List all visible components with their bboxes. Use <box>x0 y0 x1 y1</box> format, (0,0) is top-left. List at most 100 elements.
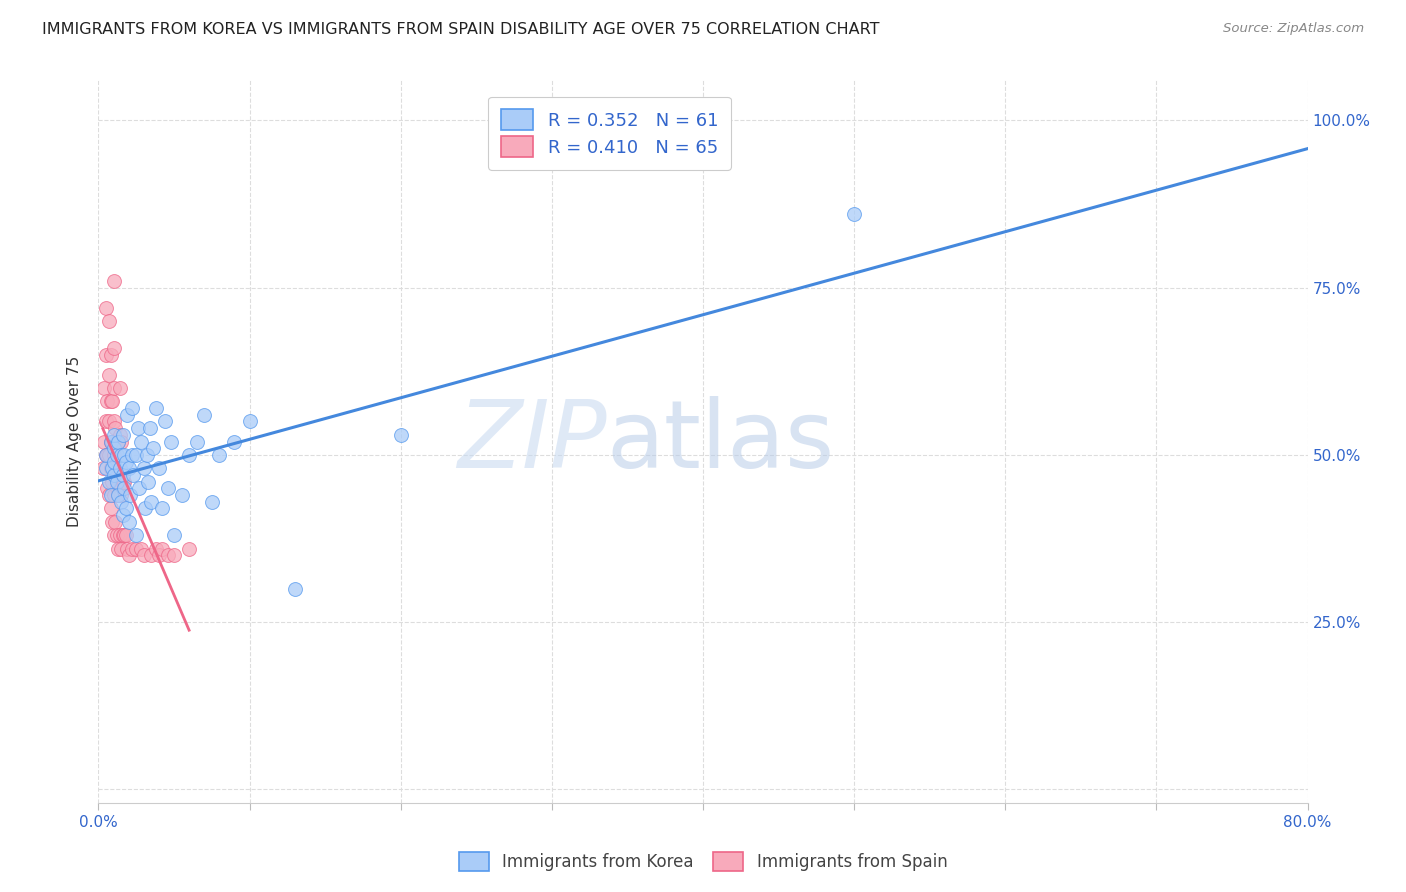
Point <box>108 381 131 395</box>
Point <box>148 461 170 475</box>
Point <box>145 541 167 556</box>
Point <box>104 515 127 529</box>
Point <box>139 421 162 435</box>
Point <box>129 541 152 556</box>
Point <box>142 442 165 455</box>
Point <box>114 528 136 542</box>
Point <box>103 414 125 428</box>
Point <box>112 448 135 462</box>
Point <box>141 494 163 508</box>
Point <box>107 488 129 502</box>
Point <box>141 548 163 563</box>
Point <box>125 448 148 462</box>
Point <box>104 421 127 435</box>
Point <box>121 401 143 416</box>
Point <box>844 207 866 221</box>
Point <box>135 448 157 462</box>
Point <box>208 448 231 462</box>
Point <box>153 414 176 428</box>
Point <box>111 528 134 542</box>
Y-axis label: Disability Age Over 75: Disability Age Over 75 <box>67 356 83 527</box>
Legend: R = 0.352   N = 61, R = 0.410   N = 65: R = 0.352 N = 61, R = 0.410 N = 65 <box>488 96 731 169</box>
Point <box>105 528 128 542</box>
Point <box>125 541 148 556</box>
Text: IMMIGRANTS FROM KOREA VS IMMIGRANTS FROM SPAIN DISABILITY AGE OVER 75 CORRELATIO: IMMIGRANTS FROM KOREA VS IMMIGRANTS FROM… <box>42 22 880 37</box>
Point <box>111 467 134 482</box>
Point <box>105 434 128 449</box>
Point <box>193 408 215 422</box>
Point <box>111 508 134 523</box>
Point <box>122 467 145 482</box>
Point <box>118 461 141 475</box>
Point <box>120 488 142 502</box>
Point <box>105 475 128 489</box>
Point <box>150 501 173 516</box>
Point <box>103 467 125 482</box>
Point <box>107 434 129 449</box>
Point <box>284 582 307 596</box>
Point <box>132 461 155 475</box>
Point <box>101 461 124 475</box>
Point <box>96 482 118 496</box>
Point <box>103 448 125 462</box>
Point <box>101 394 124 409</box>
Point <box>103 488 125 502</box>
Point <box>96 448 118 462</box>
Point <box>100 394 122 409</box>
Point <box>239 414 262 428</box>
Point <box>100 501 122 516</box>
Point <box>163 548 186 563</box>
Point <box>132 548 155 563</box>
Point <box>103 455 125 469</box>
Point <box>148 548 170 563</box>
Point <box>108 482 131 496</box>
Text: atlas: atlas <box>606 395 835 488</box>
Point <box>103 528 125 542</box>
Point <box>108 528 131 542</box>
Point <box>100 461 122 475</box>
Point <box>186 434 208 449</box>
Point <box>94 301 117 315</box>
Point <box>115 541 138 556</box>
Point <box>98 314 121 328</box>
Point <box>98 414 121 428</box>
Point <box>103 381 125 395</box>
Point <box>129 434 152 449</box>
Point <box>100 434 122 449</box>
Point <box>103 442 125 455</box>
Point <box>110 448 132 462</box>
Point <box>103 341 125 355</box>
Point <box>179 541 201 556</box>
Point <box>128 482 150 496</box>
Point <box>150 541 173 556</box>
Point <box>112 528 135 542</box>
Point <box>94 414 117 428</box>
Point <box>170 488 193 502</box>
Point <box>105 482 128 496</box>
Point <box>110 434 132 449</box>
Point <box>156 548 179 563</box>
Point <box>100 348 122 362</box>
Point <box>101 515 124 529</box>
Point <box>112 475 135 489</box>
Text: Source: ZipAtlas.com: Source: ZipAtlas.com <box>1223 22 1364 36</box>
Point <box>107 488 129 502</box>
Point <box>145 401 167 416</box>
Point <box>94 461 117 475</box>
Point <box>125 528 148 542</box>
Point <box>110 488 132 502</box>
Point <box>179 448 201 462</box>
Point <box>118 515 141 529</box>
Point <box>94 348 117 362</box>
Point <box>389 428 412 442</box>
Point <box>224 434 246 449</box>
Point <box>118 548 141 563</box>
Point <box>101 475 124 489</box>
Point <box>127 421 149 435</box>
Point <box>98 448 121 462</box>
Point <box>201 494 224 508</box>
Point <box>101 434 124 449</box>
Point <box>136 475 159 489</box>
Point <box>103 274 125 288</box>
Point <box>110 494 132 508</box>
